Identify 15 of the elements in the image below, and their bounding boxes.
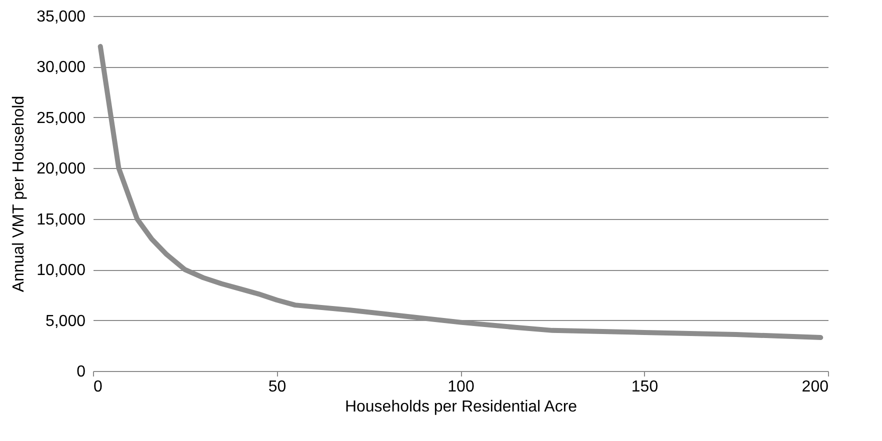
y-tick-label: 20,000 [36, 160, 86, 178]
y-axis-title: Annual VMT per Household [10, 96, 28, 292]
x-tick-label: 100 [448, 378, 474, 396]
x-tick-label: 150 [631, 378, 658, 396]
x-tick-label: 50 [268, 378, 286, 396]
y-tick-label: 5,000 [45, 312, 86, 330]
y-tick-label: 15,000 [36, 211, 86, 228]
y-tick-label: 25,000 [36, 110, 86, 127]
x-tick-label: 0 [94, 378, 102, 396]
y-tick-label: 30,000 [36, 59, 86, 76]
x-tick-label: 200 [802, 378, 829, 396]
y-tick-label: 0 [76, 364, 86, 380]
y-tick-label: 35,000 [36, 8, 86, 26]
y-tick-label: 10,000 [36, 262, 86, 280]
x-axis-title: Households per Residential Acre [344, 398, 578, 416]
